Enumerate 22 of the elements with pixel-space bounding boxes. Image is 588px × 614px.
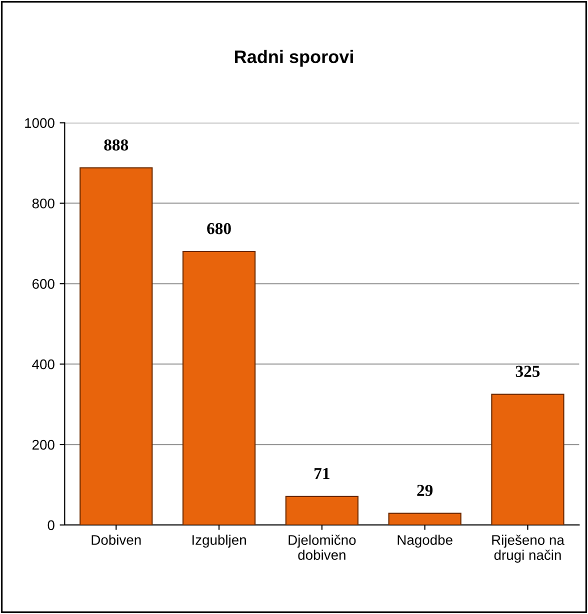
data-label: 325 — [516, 366, 540, 377]
data-label: 71 — [314, 468, 330, 479]
y-tick-label: 0 — [48, 520, 54, 530]
y-tick-label: 800 — [32, 198, 54, 208]
bar — [491, 394, 564, 525]
data-label: 29 — [417, 484, 433, 496]
bar — [388, 512, 462, 525]
x-tick-label: Izgubljen — [192, 534, 246, 548]
x-tick-label: Riješeno na drugi način — [492, 534, 564, 563]
y-tick-label: 1000 — [25, 118, 54, 128]
x-tick-label: Dobiven — [92, 534, 141, 545]
bar — [182, 250, 256, 525]
bar — [80, 167, 153, 525]
x-tick-label: Nagodbe — [398, 534, 452, 548]
chart-title: Radni sporovi — [235, 50, 353, 67]
data-label: 680 — [207, 222, 231, 234]
y-tick-label: 600 — [32, 279, 54, 289]
bar — [285, 496, 358, 525]
y-tick-label: 200 — [32, 440, 54, 450]
data-label: 888 — [104, 139, 128, 151]
x-tick-label: Djelomično dobiven — [288, 534, 356, 560]
y-tick-label: 400 — [32, 359, 54, 370]
